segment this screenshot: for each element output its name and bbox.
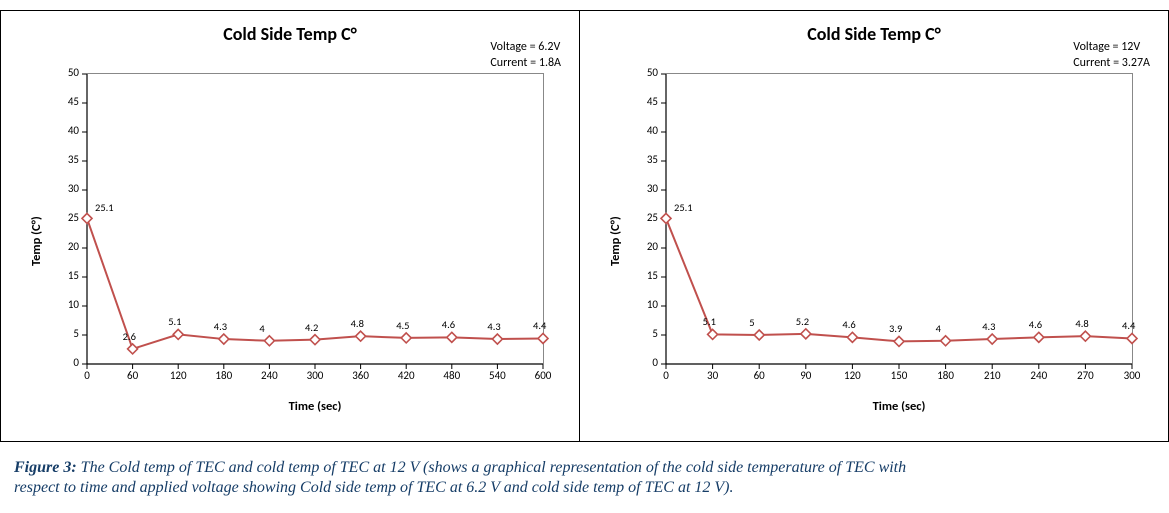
x-tick-label: 0 <box>648 369 684 382</box>
y-tick-label: 45 <box>626 95 658 108</box>
x-tick-label: 300 <box>1114 369 1150 382</box>
y-axis-title: Temp (C°) <box>29 216 44 266</box>
data-point-label: 4.3 <box>214 320 227 333</box>
y-tick-label: 20 <box>47 240 79 253</box>
y-tick-label: 30 <box>47 182 79 195</box>
plot-area <box>666 73 1133 364</box>
data-point-label: 5 <box>749 316 754 329</box>
x-tick-label: 60 <box>741 369 777 382</box>
x-tick-label: 540 <box>479 369 515 382</box>
data-point-label: 5.1 <box>168 315 181 328</box>
data-point-label: 25.1 <box>674 201 693 214</box>
annotation-voltage: Voltage = 6.2V <box>490 39 561 55</box>
y-tick-label: 50 <box>47 66 79 79</box>
y-tick-label: 50 <box>626 66 658 79</box>
figure-caption-line1: The Cold temp of TEC and cold temp of TE… <box>77 459 906 476</box>
y-tick-label: 25 <box>626 211 658 224</box>
chart-panel-right: Cold Side Temp C° Voltage = 12V Current … <box>580 10 1169 442</box>
data-point-label: 4.3 <box>487 320 500 333</box>
annotation-current: Current = 1.8A <box>490 55 561 71</box>
x-tick-label: 240 <box>1021 369 1057 382</box>
y-tick-label: 40 <box>47 124 79 137</box>
data-point-label: 4.4 <box>1122 319 1135 332</box>
x-tick-label: 420 <box>388 369 424 382</box>
y-tick-label: 25 <box>47 211 79 224</box>
x-tick-label: 270 <box>1067 369 1103 382</box>
figure-caption-line2: respect to time and applied voltage show… <box>14 479 734 496</box>
x-tick-label: 480 <box>434 369 470 382</box>
data-point-label: 25.1 <box>95 201 114 214</box>
figure-3-container: Cold Side Temp C° Voltage = 6.2V Current… <box>0 0 1169 499</box>
y-tick-label: 10 <box>626 298 658 311</box>
data-point-label: 4.8 <box>351 317 364 330</box>
y-tick-label: 20 <box>626 240 658 253</box>
chart-annotations: Voltage = 12V Current = 3.27A <box>1073 39 1150 71</box>
annotation-current: Current = 3.27A <box>1073 55 1150 71</box>
y-tick-label: 5 <box>626 327 658 340</box>
data-point-label: 4 <box>936 322 941 335</box>
y-tick-label: 0 <box>626 356 658 369</box>
data-point-label: 4.8 <box>1075 317 1088 330</box>
x-tick-label: 90 <box>788 369 824 382</box>
x-tick-label: 30 <box>695 369 731 382</box>
y-tick-label: 35 <box>47 153 79 166</box>
y-tick-label: 30 <box>626 182 658 195</box>
x-tick-label: 150 <box>881 369 917 382</box>
data-point-label: 4.6 <box>442 318 455 331</box>
x-tick-label: 180 <box>928 369 964 382</box>
annotation-voltage: Voltage = 12V <box>1073 39 1150 55</box>
x-axis-title: Time (sec) <box>666 399 1132 414</box>
x-tick-label: 360 <box>343 369 379 382</box>
y-tick-label: 10 <box>47 298 79 311</box>
line-chart-svg <box>666 74 1132 364</box>
figure-caption-label: Figure 3: <box>14 459 77 476</box>
y-tick-label: 40 <box>626 124 658 137</box>
data-point-label: 2.6 <box>123 330 136 343</box>
x-tick-label: 60 <box>115 369 151 382</box>
data-point-label: 4.6 <box>1029 318 1042 331</box>
y-tick-label: 15 <box>47 269 79 282</box>
chart-annotations: Voltage = 6.2V Current = 1.8A <box>490 39 561 71</box>
y-tick-label: 35 <box>626 153 658 166</box>
data-point-label: 4.5 <box>396 319 409 332</box>
data-point-label: 5.1 <box>703 315 716 328</box>
y-tick-label: 0 <box>47 356 79 369</box>
x-tick-label: 120 <box>160 369 196 382</box>
x-tick-label: 300 <box>297 369 333 382</box>
figure-caption: Figure 3: The Cold temp of TEC and cold … <box>14 458 1154 499</box>
y-tick-label: 45 <box>47 95 79 108</box>
x-tick-label: 210 <box>974 369 1010 382</box>
data-point-label: 4 <box>259 322 264 335</box>
x-tick-label: 0 <box>69 369 105 382</box>
data-point-label: 4.6 <box>842 318 855 331</box>
data-point-label: 3.9 <box>889 322 902 335</box>
data-point-label: 4.3 <box>982 320 995 333</box>
y-tick-label: 5 <box>47 327 79 340</box>
y-tick-label: 15 <box>626 269 658 282</box>
x-axis-title: Time (sec) <box>87 399 543 414</box>
y-axis-title: Temp (C°) <box>608 216 623 266</box>
x-tick-label: 120 <box>834 369 870 382</box>
x-tick-label: 180 <box>206 369 242 382</box>
data-point-label: 4.2 <box>305 321 318 334</box>
data-point-label: 5.2 <box>796 315 809 328</box>
chart-panel-left: Cold Side Temp C° Voltage = 6.2V Current… <box>0 10 580 442</box>
x-tick-label: 240 <box>251 369 287 382</box>
x-tick-label: 600 <box>525 369 561 382</box>
data-point-label: 4.4 <box>533 319 546 332</box>
chart-panels-row: Cold Side Temp C° Voltage = 6.2V Current… <box>0 10 1169 442</box>
